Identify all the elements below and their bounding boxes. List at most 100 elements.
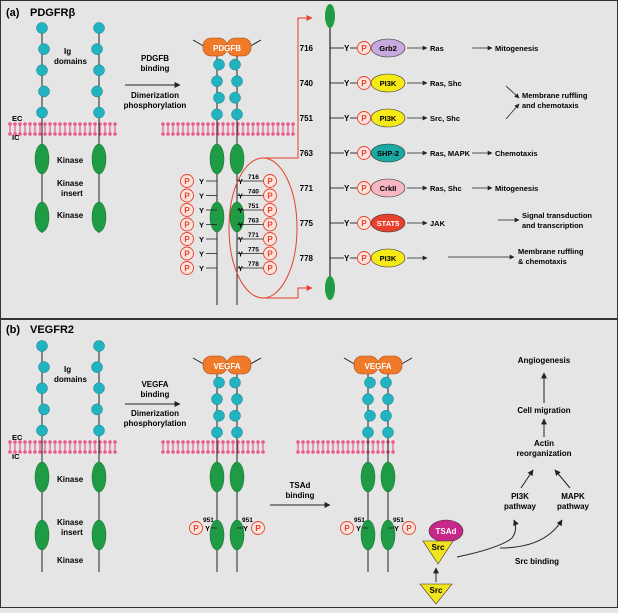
- membrane-head: [103, 122, 107, 126]
- b-951-number: 951: [393, 517, 404, 524]
- membrane-head: [23, 440, 27, 444]
- membrane-head: [176, 450, 180, 454]
- detail-phospho-label: P: [361, 149, 367, 158]
- membrane-head: [266, 132, 270, 136]
- membrane-head: [231, 440, 235, 444]
- detail-site-number: 740: [300, 79, 314, 88]
- b-951-phospho-label: P: [344, 524, 350, 533]
- membrane-head: [251, 450, 255, 454]
- vegfa-ligand-label: VEGFA: [213, 362, 240, 371]
- membrane-head: [226, 132, 230, 136]
- b-src-free-label: Src: [430, 586, 443, 595]
- membrane-head: [351, 440, 355, 444]
- membrane-head: [13, 132, 17, 136]
- detail-phospho-label: P: [361, 44, 367, 53]
- b-angiogenesis: Angiogenesis: [518, 356, 571, 365]
- membrane-head: [181, 122, 185, 126]
- membrane-head: [341, 440, 345, 444]
- membrane-head: [196, 132, 200, 136]
- ig-domain: [93, 106, 105, 119]
- membrane-head: [221, 132, 225, 136]
- a-right-tyrosine: Y: [238, 250, 243, 259]
- vegfa-ligand-2-right: [377, 355, 403, 375]
- kinase-domain: [34, 519, 50, 551]
- membrane-head: [33, 122, 37, 126]
- pdgfb-ligand-right: [226, 37, 252, 57]
- vegfa-ligand-right: [226, 355, 252, 375]
- a-right-phospho-label: P: [267, 206, 273, 215]
- membrane-head: [311, 440, 315, 444]
- membrane-head: [276, 132, 280, 136]
- membrane-head: [23, 122, 27, 126]
- membrane-head: [78, 132, 82, 136]
- membrane-head: [38, 132, 42, 136]
- b-951-phospho: [251, 521, 265, 535]
- ig-domain: [380, 410, 392, 422]
- membrane-head: [251, 132, 255, 136]
- membrane-head: [63, 440, 67, 444]
- ig-domain: [91, 361, 103, 373]
- a-left-phospho-label: P: [184, 235, 190, 244]
- membrane-head: [48, 122, 52, 126]
- membrane-head: [271, 122, 275, 126]
- membrane-head: [256, 440, 260, 444]
- membrane-head: [226, 450, 230, 454]
- a-kinase2-label: Kinase: [57, 211, 84, 220]
- detail-phospho: [357, 216, 371, 230]
- a-left-phospho-label: P: [184, 250, 190, 259]
- membrane-head: [166, 122, 170, 126]
- ig-domain: [382, 393, 394, 405]
- kinase-domain: [91, 519, 107, 551]
- membrane-head: [246, 440, 250, 444]
- membrane-head: [316, 440, 320, 444]
- kinase-domain: [229, 461, 245, 493]
- b-951-phospho-label: P: [193, 524, 199, 533]
- ig-domain: [364, 376, 376, 389]
- membrane-head: [83, 122, 87, 126]
- detail-tyrosine: Y: [344, 79, 350, 88]
- membrane-head: [28, 132, 32, 136]
- membrane-head: [261, 132, 265, 136]
- a-left-phospho-label: P: [184, 177, 190, 186]
- b-pi3k-pathway-2: pathway: [504, 502, 537, 511]
- membrane-head: [43, 440, 47, 444]
- kinase-domain: [380, 519, 396, 551]
- b-951-phospho-label: P: [406, 524, 412, 533]
- kinase-domain: [209, 201, 225, 233]
- a-right-phospho-label: P: [267, 235, 273, 244]
- membrane-head: [261, 440, 265, 444]
- a-right-phospho-label: P: [267, 177, 273, 186]
- b-951-tyrosine: Y: [356, 524, 361, 533]
- kinase-domain: [360, 519, 376, 551]
- ig-domain: [380, 376, 392, 389]
- b-951-number: 951: [242, 517, 253, 524]
- membrane-head: [256, 122, 260, 126]
- b-src-bound: [422, 540, 454, 565]
- membrane-head: [196, 450, 200, 454]
- kinase-domain: [34, 201, 50, 233]
- kinase-domain: [229, 143, 245, 175]
- ig-domain: [36, 382, 48, 395]
- membrane-head: [186, 450, 190, 454]
- membrane-head: [371, 450, 375, 454]
- membrane-head: [211, 440, 215, 444]
- kinase-domain: [209, 519, 225, 551]
- membrane-head: [43, 132, 47, 136]
- membrane-head: [211, 122, 215, 126]
- b-arrow-text-2: binding: [141, 390, 170, 399]
- a-residue-number: 740: [248, 189, 259, 196]
- membrane-head: [301, 450, 305, 454]
- panel-b-title: VEGFR2: [30, 324, 74, 336]
- membrane-head: [58, 132, 62, 136]
- a-outcome-arrow-740: [505, 85, 520, 99]
- membrane-head: [78, 440, 82, 444]
- membrane-head: [206, 122, 210, 126]
- detail-phospho-label: P: [361, 114, 367, 123]
- a-membrane-1a: Membrane ruffling: [522, 91, 588, 100]
- ig-domain: [362, 393, 374, 405]
- ig-domain: [213, 92, 225, 104]
- a-right-phospho: [263, 188, 277, 203]
- a-right-tyrosine: Y: [238, 206, 243, 215]
- detail-tyrosine: Y: [344, 184, 350, 193]
- membrane-head: [161, 122, 165, 126]
